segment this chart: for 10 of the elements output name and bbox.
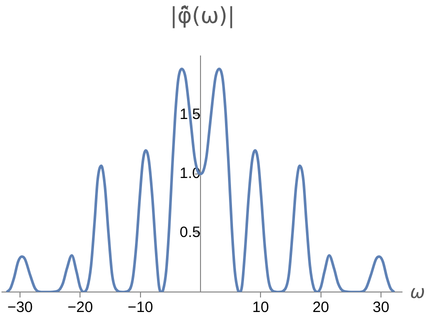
line-series <box>6 68 396 292</box>
x-tick-label: 10 <box>252 299 269 316</box>
x-tick-label: 30 <box>372 299 390 316</box>
x-axis-title: ω <box>410 282 426 303</box>
x-tick-label: −30 <box>7 299 33 316</box>
x-tick-label: −10 <box>128 299 154 316</box>
x-tick-label: −20 <box>67 299 93 316</box>
x-tick-label: 20 <box>312 299 330 316</box>
y-tick-label: 0.5 <box>180 224 200 242</box>
y-axis-title: |φ̃̂(ω)| <box>170 4 235 29</box>
